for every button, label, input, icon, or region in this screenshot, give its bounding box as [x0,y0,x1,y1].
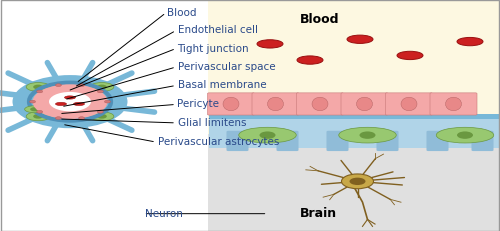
Text: Basal membrane: Basal membrane [178,80,266,91]
Circle shape [98,90,103,93]
Ellipse shape [56,102,66,106]
Ellipse shape [401,97,417,111]
Ellipse shape [356,97,372,111]
Ellipse shape [268,97,283,111]
Ellipse shape [26,112,50,121]
Bar [208,1,500,134]
Ellipse shape [257,40,283,48]
Circle shape [33,114,43,119]
FancyBboxPatch shape [430,93,477,115]
Circle shape [12,75,128,128]
Text: Pericyte: Pericyte [178,99,220,109]
Circle shape [97,85,107,89]
Circle shape [97,114,107,119]
FancyBboxPatch shape [472,131,494,151]
FancyBboxPatch shape [226,131,248,151]
FancyBboxPatch shape [208,93,254,115]
Bar [209,114,500,119]
FancyBboxPatch shape [326,131,348,151]
FancyBboxPatch shape [341,93,388,115]
Circle shape [457,131,473,139]
Text: Brain: Brain [300,207,337,220]
FancyBboxPatch shape [386,93,432,115]
Ellipse shape [446,97,462,111]
Ellipse shape [74,102,85,106]
FancyBboxPatch shape [252,93,299,115]
Circle shape [104,100,110,103]
Circle shape [49,92,91,111]
Circle shape [260,131,276,139]
Text: Perivascular space: Perivascular space [178,62,275,72]
Text: Blood: Blood [168,8,197,18]
FancyBboxPatch shape [276,131,298,151]
Ellipse shape [436,127,494,143]
Ellipse shape [223,97,239,111]
Circle shape [56,84,62,87]
Circle shape [78,117,84,119]
Ellipse shape [90,82,114,91]
Circle shape [30,107,39,111]
Circle shape [98,110,103,113]
Text: Tight junction: Tight junction [178,43,249,54]
Ellipse shape [312,97,328,111]
Circle shape [36,90,43,93]
Circle shape [36,110,43,113]
Text: Blood: Blood [300,13,340,26]
Ellipse shape [239,127,296,143]
Bar [208,134,500,231]
Circle shape [342,174,374,189]
Ellipse shape [457,37,483,46]
Circle shape [350,178,366,185]
Ellipse shape [339,127,396,143]
Circle shape [78,84,84,87]
Circle shape [56,117,62,119]
Ellipse shape [397,51,423,60]
Circle shape [32,84,108,119]
Text: Perivascular astrocytes: Perivascular astrocytes [158,137,279,147]
Circle shape [33,85,43,89]
Ellipse shape [90,112,114,121]
Ellipse shape [64,96,76,99]
Circle shape [360,131,376,139]
Text: Neuron: Neuron [145,209,183,219]
Circle shape [30,100,36,103]
Text: Glial limitens: Glial limitens [178,118,246,128]
Ellipse shape [26,82,50,91]
FancyBboxPatch shape [296,93,344,115]
Ellipse shape [297,56,323,64]
Ellipse shape [347,35,373,43]
FancyBboxPatch shape [426,131,448,151]
Text: Endothelial cell: Endothelial cell [178,25,258,36]
Ellipse shape [24,106,44,113]
Bar [209,119,500,148]
FancyBboxPatch shape [376,131,398,151]
